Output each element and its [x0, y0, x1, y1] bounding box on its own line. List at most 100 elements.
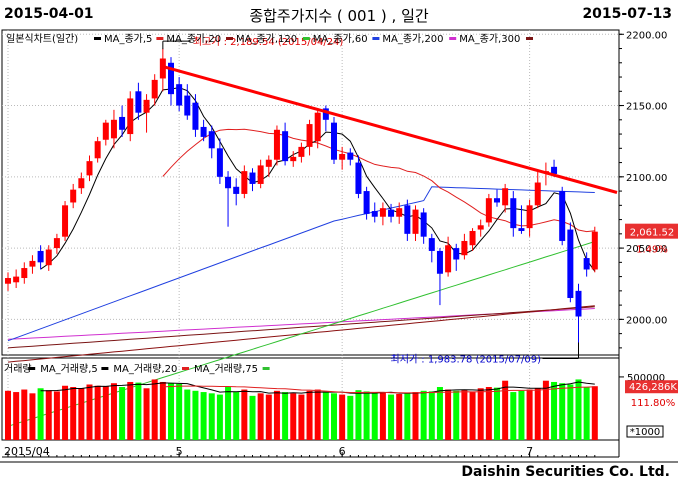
volume-bar	[29, 393, 36, 440]
volume-bar	[216, 394, 223, 440]
candle-body	[436, 250, 443, 274]
volume-legend-swatch	[28, 367, 36, 370]
volume-bar	[94, 385, 101, 440]
volume-bar	[428, 391, 435, 440]
volume-bar	[102, 386, 109, 440]
volume-ma-5-line	[40, 381, 595, 394]
volume-bar	[591, 386, 598, 440]
volume-bar	[37, 388, 44, 440]
candle-body	[412, 209, 419, 234]
legend-swatch	[226, 37, 233, 40]
candle-body	[233, 186, 240, 194]
candle-body	[388, 209, 395, 217]
legend-label: MA_종가,300	[459, 33, 520, 45]
volume-legend-swatch	[101, 367, 109, 370]
volume-bar	[127, 381, 134, 440]
candle-body	[135, 91, 142, 113]
candle-body	[225, 176, 232, 189]
y-tick-label: 2050.00	[626, 244, 667, 255]
legend-swatch	[372, 37, 380, 40]
volume-bar	[86, 384, 93, 440]
volume-bar	[420, 390, 427, 440]
candle-body	[347, 152, 354, 160]
volume-bar	[151, 379, 158, 440]
candle-body	[86, 161, 93, 176]
legend-label: MA_종가,5	[104, 33, 152, 45]
ma-200-line	[7, 306, 595, 349]
volume-bar	[273, 390, 280, 440]
candle-body	[339, 154, 346, 160]
volume-bar	[314, 389, 321, 440]
candle-body	[241, 171, 248, 194]
y-tick-label: 2150.00	[626, 102, 667, 113]
volume-bar	[53, 391, 60, 440]
volume-bar	[135, 382, 142, 440]
volume-bar	[379, 392, 386, 440]
ma-20-line	[162, 128, 595, 233]
candle-body	[551, 166, 558, 174]
candle-body	[583, 258, 590, 270]
volume-bar	[436, 387, 443, 440]
y-tick-label: 2000.00	[626, 315, 667, 326]
volume-bar	[494, 387, 500, 440]
candle-body	[37, 250, 44, 263]
volume-legend-label: MA_거래량,20	[113, 363, 177, 375]
volume-bar	[233, 392, 240, 440]
legend-swatch	[302, 37, 310, 40]
candle-body	[168, 62, 174, 95]
volume-bar	[469, 392, 476, 440]
volume-bar	[477, 388, 484, 440]
volume-bar	[143, 388, 150, 440]
candle-body	[510, 198, 517, 229]
candle-body	[94, 141, 101, 159]
last-price-change: 1.49%	[636, 245, 668, 256]
volume-bar	[290, 393, 297, 440]
resistance-trendline	[164, 65, 618, 194]
candle-body	[591, 231, 598, 270]
candle-body	[176, 84, 183, 106]
volume-bar	[5, 390, 11, 440]
candle-body	[363, 191, 370, 214]
volume-bar	[13, 392, 20, 440]
volume-legend-label: 거래량	[4, 363, 32, 375]
candle-body	[127, 98, 134, 135]
candle-body	[379, 208, 386, 217]
volume-bar	[21, 389, 28, 440]
candle-body	[371, 211, 378, 217]
volume-bar	[208, 393, 215, 440]
x-tick-label: 7	[526, 445, 533, 458]
candle-body	[184, 95, 191, 116]
candle-body	[469, 230, 476, 246]
candle-body	[396, 208, 403, 217]
volume-bar	[62, 385, 69, 440]
volume-bar	[298, 394, 305, 440]
legend-swatch	[526, 37, 533, 40]
candle-body	[477, 225, 484, 230]
volume-bar	[575, 379, 582, 440]
last-price-box	[625, 223, 678, 239]
price-panel-frame	[1, 29, 620, 356]
last-volume-value: 426,286K	[629, 382, 677, 393]
volume-bar	[322, 392, 329, 440]
volume-bar	[404, 392, 411, 440]
candle-body	[567, 229, 574, 298]
volume-bar	[306, 390, 313, 440]
candle-body	[273, 129, 280, 160]
volume-bar	[257, 393, 264, 440]
volume-bar	[551, 381, 558, 440]
candle-body	[151, 79, 158, 99]
volume-bar	[583, 387, 590, 440]
x-tick-label: 2015/04	[4, 445, 50, 458]
volume-bar	[176, 383, 183, 440]
candle-body	[420, 212, 427, 237]
volume-bar	[192, 390, 199, 440]
volume-bar	[453, 390, 460, 440]
candle-body	[461, 240, 468, 256]
candle-body	[526, 205, 533, 229]
volume-bar	[78, 388, 85, 440]
y-tick-label: 2100.00	[626, 173, 667, 184]
last-volume-box	[625, 380, 678, 394]
volume-bar	[542, 380, 549, 440]
volume-bar	[485, 387, 492, 440]
